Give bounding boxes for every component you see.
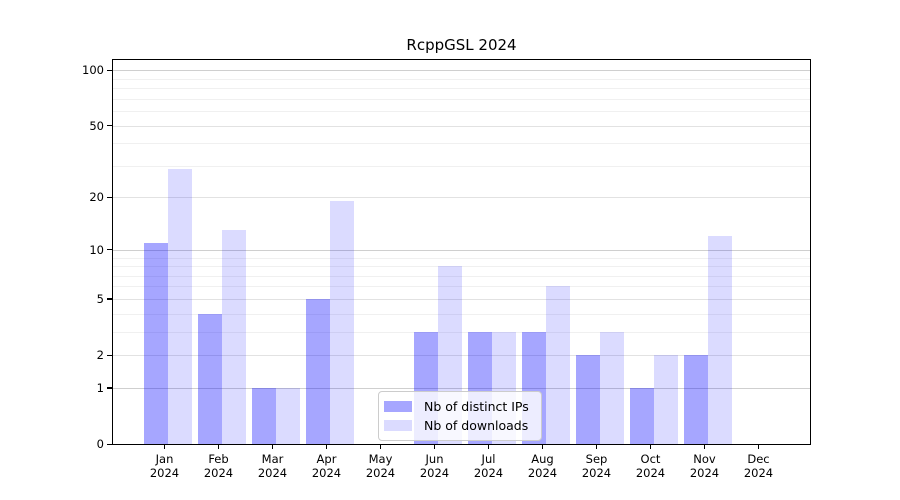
bars-layer bbox=[113, 60, 810, 444]
gridline-y-5 bbox=[113, 298, 810, 300]
y-tick-label-2: 2 bbox=[96, 348, 104, 362]
legend-swatch-distinct-ips bbox=[384, 401, 412, 412]
y-tick-50 bbox=[107, 125, 112, 127]
x-tick-label-dec: Dec 2024 bbox=[743, 452, 774, 480]
x-tick-mar bbox=[272, 445, 274, 449]
x-tick-label-jun: Jun 2024 bbox=[419, 452, 450, 480]
gridline-y-9 bbox=[113, 257, 810, 259]
legend-item-downloads: Nb of downloads bbox=[384, 416, 529, 435]
bar-aug-downloads bbox=[545, 286, 570, 444]
bar-oct-distinct-ips bbox=[629, 387, 654, 444]
x-tick-may bbox=[380, 445, 382, 449]
bar-jan-downloads bbox=[167, 168, 192, 444]
y-tick-label-20: 20 bbox=[89, 190, 104, 205]
legend-swatch-downloads bbox=[384, 420, 412, 431]
y-tick-2 bbox=[107, 354, 112, 356]
chart-title: RcppGSL 2024 bbox=[406, 36, 517, 54]
gridline-y-2 bbox=[113, 355, 810, 356]
y-tick-label-10: 10 bbox=[89, 242, 104, 257]
x-tick-jun bbox=[434, 445, 436, 449]
y-tick-0 bbox=[107, 443, 112, 445]
gridline-y-1 bbox=[113, 387, 810, 389]
plot-area: Nb of distinct IPs Nb of downloads bbox=[112, 59, 811, 445]
x-tick-label-mar: Mar 2024 bbox=[257, 452, 288, 480]
gridline-y-6 bbox=[113, 286, 810, 288]
legend-item-distinct-ips: Nb of distinct IPs bbox=[384, 397, 529, 416]
x-tick-label-aug: Aug 2024 bbox=[527, 452, 558, 480]
x-tick-jul bbox=[488, 445, 490, 449]
y-tick-20 bbox=[107, 196, 112, 199]
bar-feb-distinct-ips bbox=[197, 313, 222, 444]
x-tick-label-may: May 2024 bbox=[365, 452, 396, 480]
y-tick-label-100: 100 bbox=[82, 63, 104, 78]
gridline-y-20 bbox=[113, 197, 810, 199]
x-tick-label-jul: Jul 2024 bbox=[473, 452, 504, 480]
gridline-y-4 bbox=[113, 313, 810, 315]
bar-apr-distinct-ips bbox=[305, 298, 330, 444]
legend: Nb of distinct IPs Nb of downloads bbox=[378, 391, 542, 441]
x-tick-label-feb: Feb 2024 bbox=[203, 452, 234, 480]
x-tick-oct bbox=[650, 445, 652, 449]
gridline-y-10 bbox=[113, 249, 810, 251]
gridline-y-40 bbox=[113, 143, 810, 145]
x-tick-label-apr: Apr 2024 bbox=[311, 452, 342, 480]
gridline-y-30 bbox=[113, 165, 810, 167]
x-tick-label-oct: Oct 2024 bbox=[635, 452, 666, 480]
x-tick-label-sep: Sep 2024 bbox=[581, 452, 612, 480]
y-tick-label-1: 1 bbox=[96, 380, 104, 395]
bar-oct-downloads bbox=[653, 355, 678, 444]
gridline-y-3 bbox=[113, 331, 810, 333]
bar-apr-downloads bbox=[329, 201, 354, 444]
gridline-y-8 bbox=[113, 266, 810, 267]
x-tick-dec bbox=[758, 445, 760, 449]
gridline-y-70 bbox=[113, 98, 810, 100]
x-tick-apr bbox=[326, 445, 328, 449]
legend-label-distinct-ips: Nb of distinct IPs bbox=[424, 399, 529, 414]
bar-sep-downloads bbox=[599, 331, 624, 444]
gridline-y-80 bbox=[113, 88, 810, 89]
y-tick-label-50: 50 bbox=[89, 118, 104, 133]
bar-feb-downloads bbox=[221, 230, 246, 444]
gridline-y-50 bbox=[113, 125, 810, 127]
x-tick-label-jan: Jan 2024 bbox=[149, 452, 180, 480]
y-tick-5 bbox=[107, 298, 112, 300]
x-tick-nov bbox=[704, 445, 706, 449]
y-tick-10 bbox=[107, 249, 112, 251]
gridline-y-100 bbox=[113, 70, 810, 72]
x-tick-aug bbox=[542, 445, 544, 449]
bar-sep-distinct-ips bbox=[575, 355, 600, 444]
y-tick-label-5: 5 bbox=[96, 291, 104, 306]
grid-layer bbox=[113, 60, 810, 444]
gridline-y-90 bbox=[113, 78, 810, 80]
bar-jan-distinct-ips bbox=[143, 242, 168, 444]
gridline-y-7 bbox=[113, 275, 810, 277]
bar-nov-distinct-ips bbox=[683, 355, 708, 444]
x-tick-label-nov: Nov 2024 bbox=[689, 452, 720, 480]
gridline-y-60 bbox=[113, 111, 810, 112]
x-tick-jan bbox=[164, 445, 166, 449]
legend-label-downloads: Nb of downloads bbox=[424, 418, 529, 433]
y-tick-1 bbox=[107, 387, 112, 389]
x-tick-sep bbox=[596, 445, 598, 449]
y-tick-100 bbox=[107, 69, 112, 71]
x-tick-feb bbox=[218, 445, 220, 449]
bar-mar-distinct-ips bbox=[251, 387, 276, 444]
bar-nov-downloads bbox=[707, 236, 732, 444]
bar-mar-downloads bbox=[275, 387, 300, 444]
y-tick-label-0: 0 bbox=[96, 437, 104, 451]
